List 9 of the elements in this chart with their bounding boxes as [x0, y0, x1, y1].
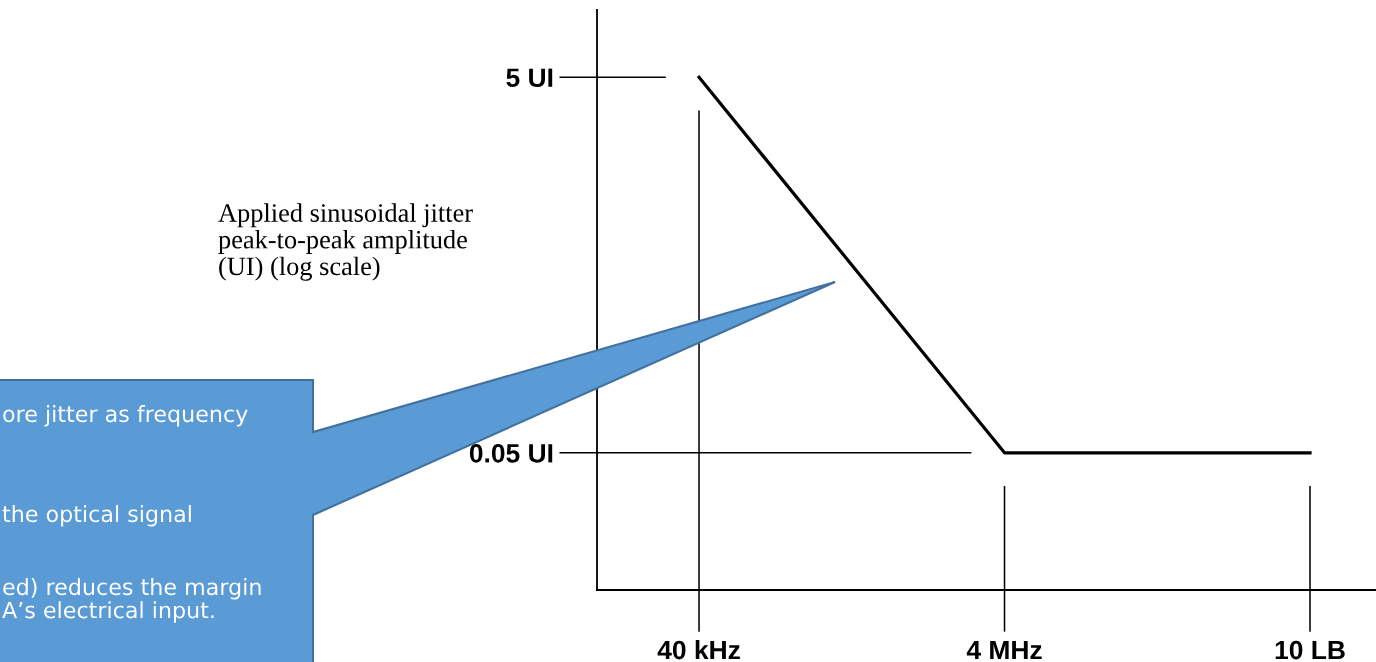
y-tick-label: 0.05 UI: [469, 443, 553, 463]
y-axis-title: Applied sinusoidal jitter peak-to-peak amplitude (UI) (log scale): [218, 203, 473, 281]
text: ore jitter as frequency: [3, 405, 248, 427]
y-tick-label: 5 UI: [506, 68, 553, 88]
text: the optical signal: [2, 505, 191, 527]
text: ed) reduces the margin A’s electrical input.: [2, 578, 261, 623]
x-tick-label: 40 kHz: [657, 640, 740, 660]
x-tick-label: 4 MHz: [966, 640, 1042, 660]
x-tick-label: 10 LB: [1275, 640, 1345, 660]
